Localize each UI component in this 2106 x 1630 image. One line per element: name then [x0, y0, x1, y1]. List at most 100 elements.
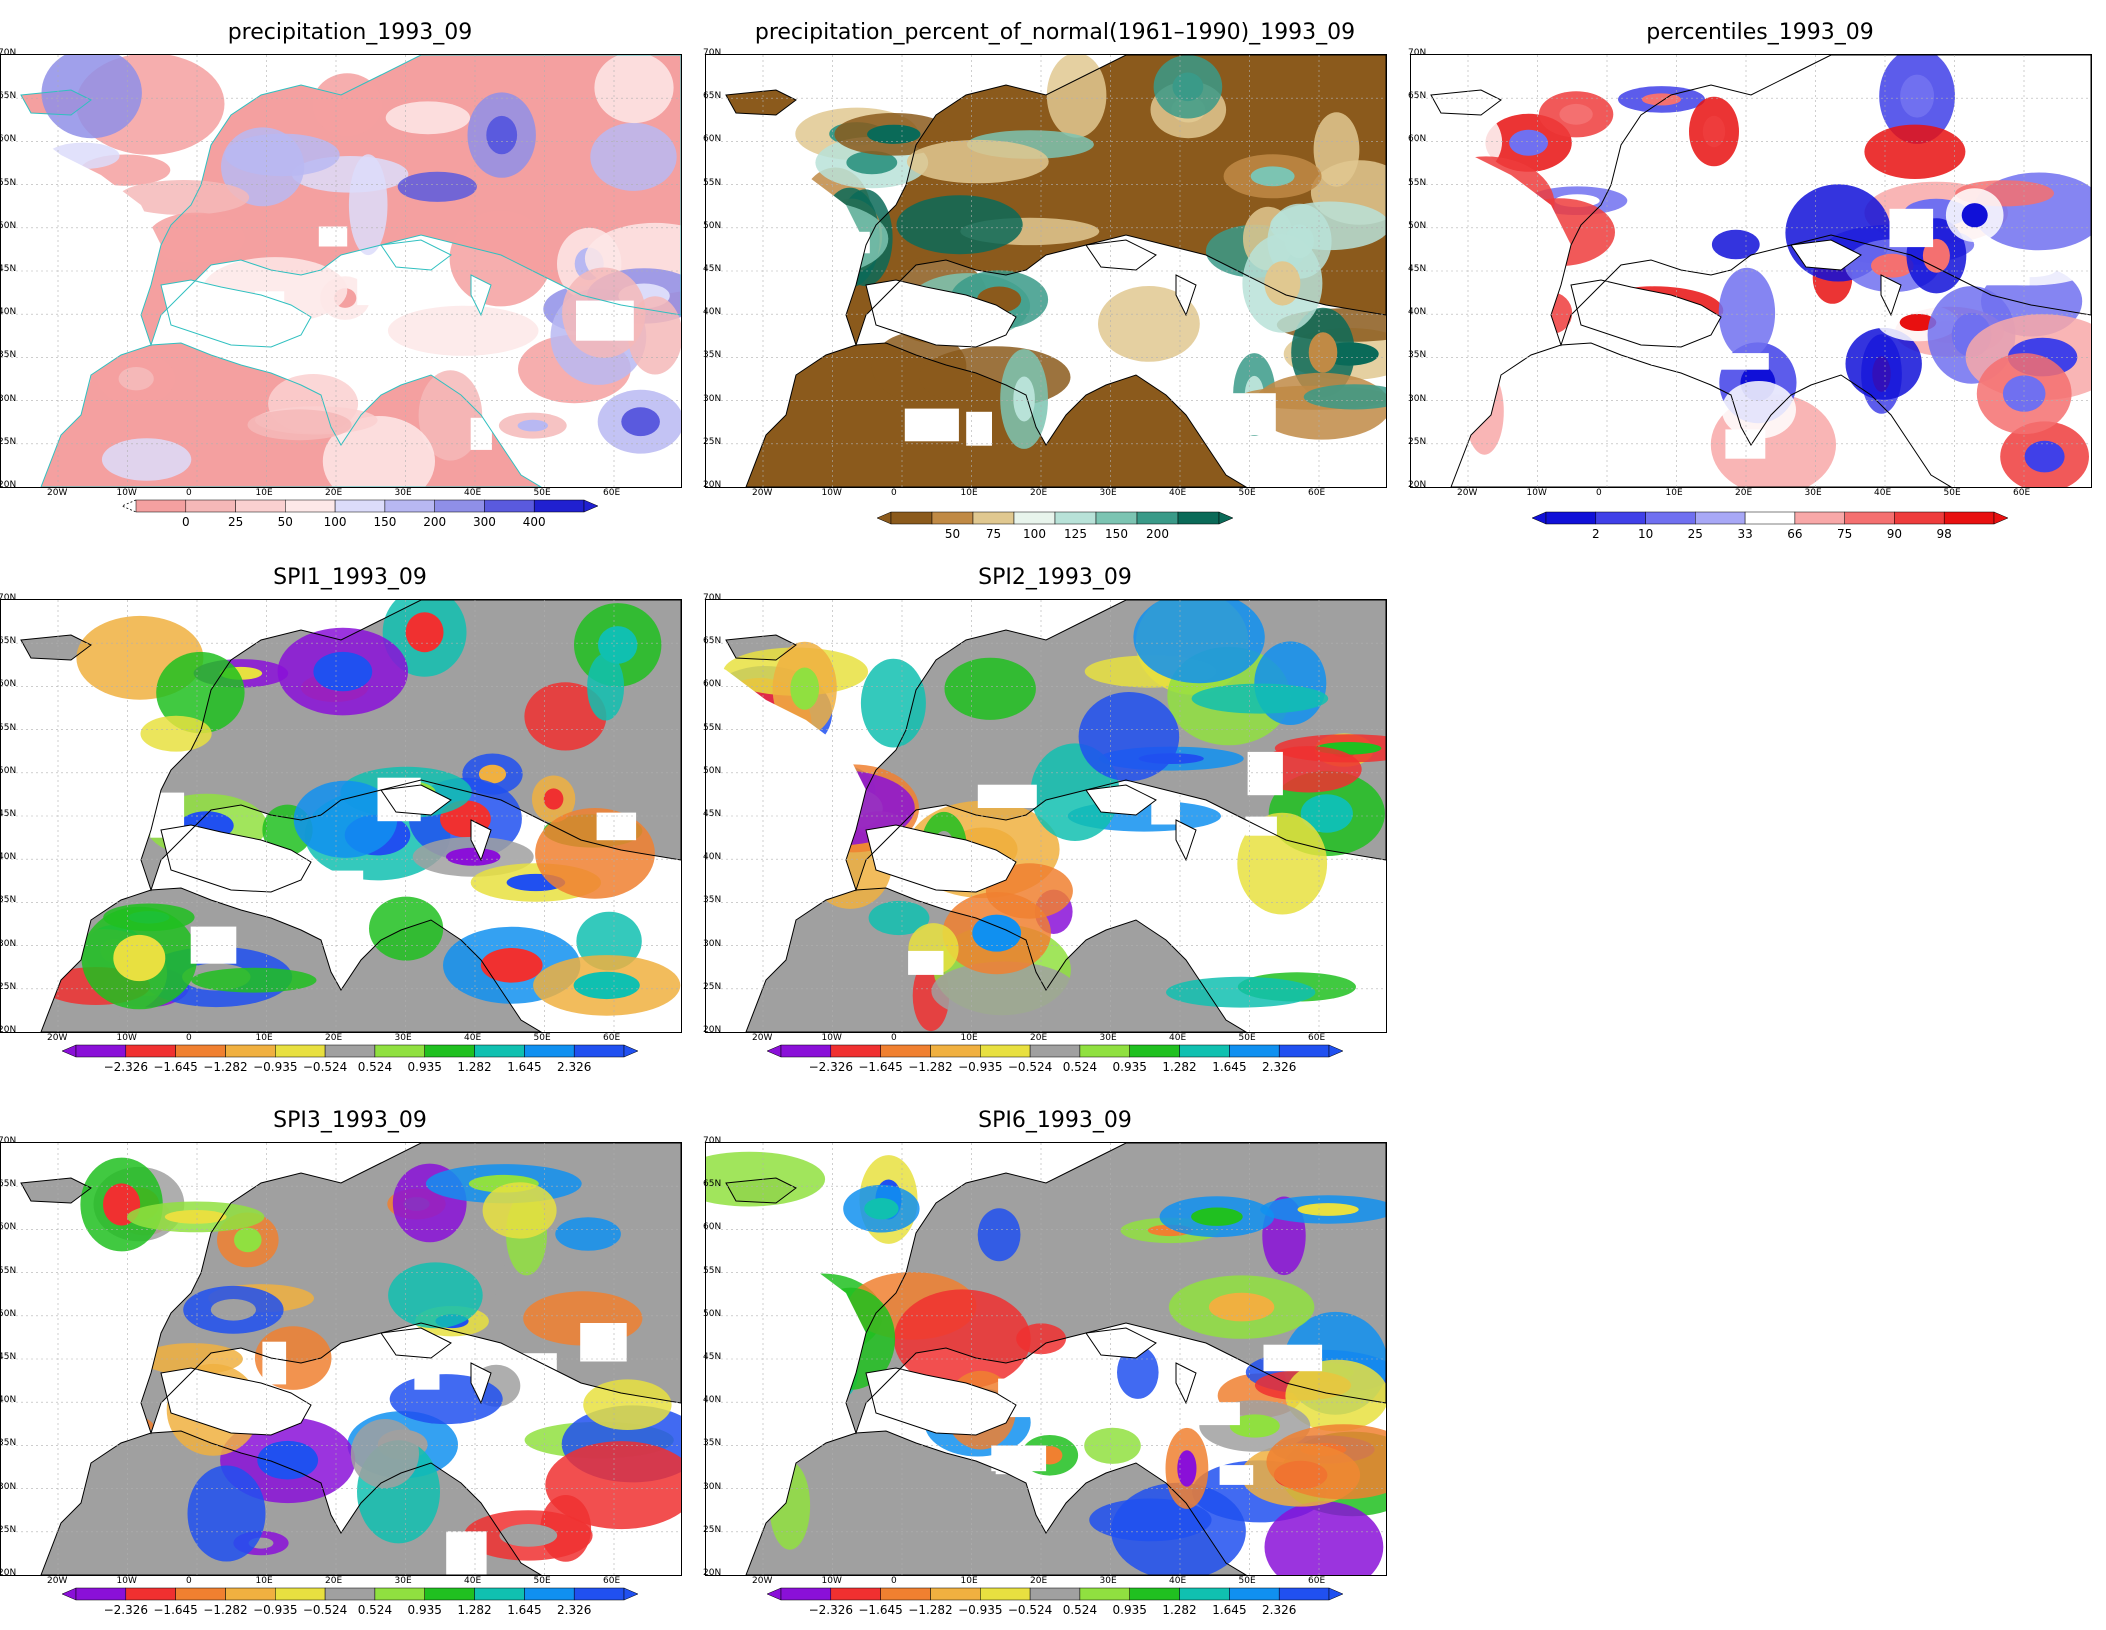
anomaly-blob [587, 653, 625, 721]
anomaly-blob [348, 154, 388, 256]
legend-swatch [1278, 1044, 1330, 1058]
anomaly-blob [977, 1208, 1021, 1262]
lon-tick-label: 50E [1238, 488, 1256, 498]
missing-data-patch [318, 226, 348, 247]
missing-data-patch [998, 1378, 1047, 1418]
sea-area [866, 1368, 1016, 1435]
missing-data-patch [580, 1323, 627, 1362]
lat-tick-label: 50N [1408, 220, 1427, 231]
coastline [1085, 239, 1157, 271]
coastline [1790, 239, 1862, 271]
lon-tick-label: 0 [186, 488, 192, 498]
legend-swatch [780, 1044, 832, 1058]
coastline [1085, 784, 1157, 816]
legend-arrow-left [876, 511, 892, 525]
lon-tick-label: 40E [464, 1576, 482, 1586]
lat-tick-label: 40N [0, 307, 17, 318]
anomaly-blob [545, 1441, 681, 1530]
anomaly-core [210, 1299, 256, 1321]
legend-tick-label: −0.935 [958, 1603, 1002, 1617]
panel-title: SPI3_1993_09 [273, 1108, 427, 1133]
missing-data-patch [1199, 926, 1220, 964]
anomaly-blob [944, 657, 1036, 720]
anomaly-blob [860, 658, 926, 748]
map-svg [1411, 55, 2091, 487]
legend-swatch [384, 499, 435, 513]
lon-tick-label: 0 [891, 1576, 897, 1586]
graticule [1, 55, 681, 487]
lat-tick-label: 45N [1408, 264, 1427, 274]
graticule [706, 1143, 1386, 1575]
lon-tick-label: 30E [1099, 488, 1117, 498]
anomaly-core [1308, 332, 1338, 373]
missing-data-patch [262, 1341, 287, 1385]
legend-tick-label: −1.282 [203, 1060, 247, 1074]
missing-data-patch [414, 1370, 440, 1390]
legend-tick-label: 150 [1105, 527, 1128, 541]
anomaly-core [1229, 1414, 1280, 1438]
legend-swatch [424, 1587, 475, 1601]
lat-tick-label: 60N [1408, 134, 1427, 145]
legend-swatch [185, 499, 236, 513]
legend-swatch [324, 1587, 376, 1601]
legend-swatch [1229, 1587, 1280, 1601]
lat-tick-label: 65N [0, 1179, 17, 1190]
anomaly-core [543, 788, 564, 810]
legend-svg: −2.326 −1.645 −1.282 −0.935 −0.524 0.524 0.935… [61, 1587, 639, 1617]
anomaly-blob [1046, 55, 1107, 138]
legend-tick-label: 75 [986, 527, 1001, 541]
lat-tick-label: 30N [0, 393, 17, 404]
legend-swatch [890, 511, 933, 525]
coastline [725, 1177, 797, 1204]
legend-arrow-right [1218, 511, 1234, 525]
legend-swatch [125, 1044, 176, 1058]
anomaly-blob [1237, 812, 1328, 915]
lon-tick-label: 60E [1308, 1576, 1326, 1586]
lon-tick-label: 20E [325, 488, 343, 498]
coastline [40, 342, 542, 487]
anomaly-core [118, 367, 154, 391]
lon-tick-label: 20E [325, 1576, 343, 1586]
spi2-legend: −2.326 −1.645 −1.282 −0.935 −0.524 0.524 0.935… [765, 1043, 1345, 1087]
lat-tick-label: 30N [703, 1481, 722, 1492]
anomaly-blob [140, 715, 212, 752]
legend-tick-label: 125 [1064, 527, 1087, 541]
missing-data-patch [576, 300, 634, 341]
missing-data-patch [1247, 751, 1283, 796]
anomaly-blob [388, 1262, 483, 1329]
legend-swatch [75, 1587, 127, 1601]
legend-dashed-left [120, 499, 137, 513]
lat-tick-label: 40N [703, 852, 722, 863]
legend-swatch [225, 1587, 276, 1601]
percent-of-normal-map [705, 54, 1387, 488]
legend-tick-label: −0.524 [303, 1060, 347, 1074]
sea-area [161, 825, 311, 892]
legend-swatch [972, 511, 1015, 525]
legend-swatch [1894, 511, 1945, 525]
coastline [745, 1430, 1247, 1575]
lat-tick-label: 50N [0, 1308, 17, 1319]
anomaly-blob [387, 305, 539, 356]
legend-swatch [324, 1044, 376, 1058]
missing-data-patch [966, 411, 992, 446]
missing-data-patch [1222, 393, 1276, 436]
spi3-legend: −2.326 −1.645 −1.282 −0.935 −0.524 0.524 0.935… [60, 1586, 640, 1630]
legend-tick-label: −2.326 [809, 1603, 853, 1617]
anomaly-blob [397, 171, 477, 202]
lat-tick-label: 55N [703, 177, 722, 188]
map-svg [706, 55, 1386, 487]
anomaly-blob [594, 55, 674, 124]
lat-tick-label: 30N [0, 1481, 17, 1492]
percentiles-legend: 2 10 25 33 66 75 90 98 [1530, 510, 2010, 554]
lat-tick-label: 55N [1408, 177, 1427, 188]
anomaly-blob [312, 73, 383, 137]
sea-mask [1, 1203, 627, 1575]
missing-data-patch [190, 926, 237, 964]
legend-swatch [1545, 511, 1597, 525]
lon-tick-label: 20W [47, 1033, 68, 1043]
lat-tick-label: 55N [703, 722, 722, 733]
missing-data-patch [254, 291, 285, 330]
lat-tick-label: 55N [0, 177, 17, 188]
spi3-map [0, 1142, 682, 1576]
lon-tick-label: 30E [1099, 1576, 1117, 1586]
